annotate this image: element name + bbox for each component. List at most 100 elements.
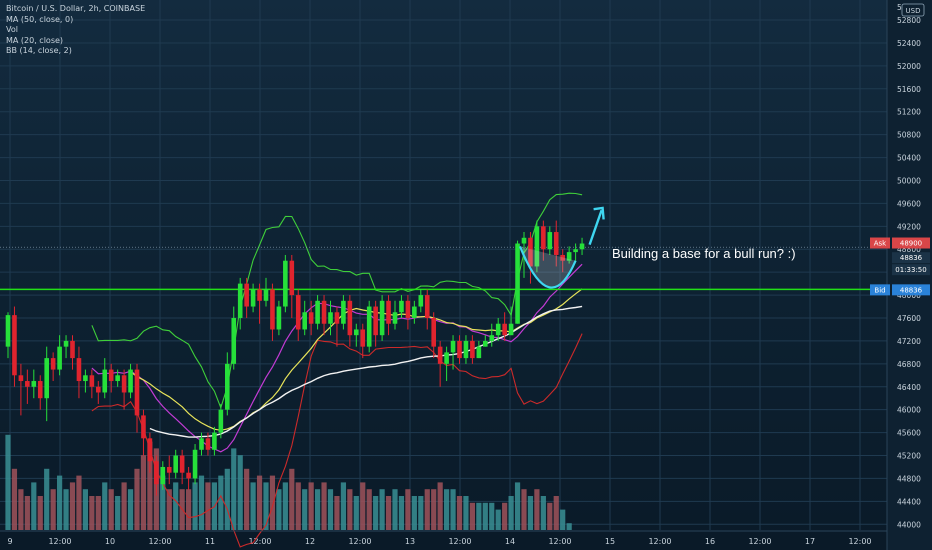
volume-bar [237, 455, 243, 530]
volume-bar [289, 468, 295, 530]
candle-body [424, 295, 430, 318]
last-price-box [892, 252, 930, 264]
candle-body [334, 312, 340, 324]
candle-body [25, 381, 30, 387]
candle-body [308, 312, 314, 324]
indicator-ma50[interactable]: MA (50, close, 0) [6, 14, 74, 24]
volume-bar [315, 489, 321, 530]
candle-body [231, 318, 237, 364]
y-tick-label: 44400 [897, 497, 921, 506]
arrow-shaft [588, 209, 603, 246]
volume-bar [566, 523, 572, 530]
candle-body [354, 329, 359, 336]
volume-bar [398, 496, 405, 530]
volume-bar [373, 496, 379, 530]
volume-bar [186, 489, 192, 530]
x-tick-label: 11 [205, 537, 215, 546]
candle-body [328, 312, 333, 324]
indicator-vol[interactable]: Vol [6, 25, 18, 34]
candle-body [489, 335, 495, 341]
candle-body [379, 300, 385, 336]
candle-body [12, 315, 17, 376]
x-tick-label: 10 [105, 537, 115, 546]
x-tick-label: 12 [305, 537, 315, 546]
x-tick-label: 12:00 [648, 537, 671, 546]
candle-body [283, 260, 288, 307]
candle-body [470, 340, 475, 359]
candle-body [418, 295, 424, 307]
volume-bar [89, 496, 95, 530]
x-tick-label: 12:00 [48, 537, 71, 546]
candle-body [115, 375, 120, 382]
volume-bar [231, 448, 237, 530]
candle-body [18, 375, 24, 382]
volume-bar [321, 482, 327, 530]
volume-bar [31, 482, 37, 530]
volume-bar [205, 482, 211, 530]
y-tick-label: 45600 [897, 429, 921, 438]
y-tick-label: 50800 [897, 131, 921, 140]
volume-bar [115, 496, 121, 530]
volume-bar [140, 455, 147, 530]
volume-bar [360, 482, 366, 530]
volume-bar [508, 496, 514, 530]
candle-body [173, 455, 178, 473]
candle-body [289, 260, 295, 296]
indicator-ma20[interactable]: MA (20, close) [6, 35, 64, 45]
volume-bar [69, 482, 76, 530]
volume-bar [379, 489, 385, 530]
volume-bar [263, 482, 269, 530]
volume-bar [276, 489, 282, 530]
candle-body [341, 300, 346, 324]
candle-body [257, 289, 262, 301]
volume-bar [173, 482, 179, 530]
y-tick-label: 49200 [897, 222, 921, 231]
y-tick-label: 44800 [897, 474, 921, 483]
currency-label: USD [906, 7, 921, 15]
candle-body [495, 323, 501, 336]
volume-bar [431, 489, 437, 530]
volume-bar [444, 489, 450, 530]
volume-bar [5, 434, 11, 530]
volume-bar [269, 475, 276, 530]
volume-bar [147, 441, 153, 530]
candle-body [166, 466, 172, 473]
bid-price: 48836 [900, 286, 923, 294]
candle-body [553, 232, 559, 255]
y-tick-label: 45200 [897, 452, 921, 461]
volume-bar [347, 489, 353, 530]
x-tick-label: 14 [505, 537, 515, 546]
candle-body [463, 340, 469, 359]
base-curve [518, 245, 577, 289]
indicator-bb[interactable]: BB (14, close, 2) [6, 46, 72, 55]
y-tick-label: 46000 [897, 406, 921, 415]
candle-body [128, 369, 133, 393]
volume-bar [521, 489, 527, 530]
volume-bar [44, 468, 50, 530]
candle-body [270, 289, 275, 330]
volume-bar [327, 489, 334, 530]
bid-label: Bid [874, 286, 885, 294]
candle-body [392, 312, 398, 324]
volume-bar [437, 482, 443, 530]
volume-bar [50, 489, 56, 530]
candle-body [179, 455, 185, 473]
volume-bar [218, 475, 224, 530]
y-tick-label: 51600 [897, 85, 921, 94]
candle-body [437, 346, 443, 364]
volume-bar [37, 496, 43, 530]
candle-body [37, 381, 43, 399]
volume-bar [76, 475, 82, 530]
candle-body [147, 438, 153, 462]
candle-body [483, 340, 488, 347]
volume-bar [366, 489, 372, 530]
volume-bar [24, 496, 30, 530]
volume-bar [95, 496, 101, 530]
volume-bar [495, 509, 501, 530]
candle-body [57, 346, 62, 370]
y-tick-label-top: 5 [897, 3, 902, 12]
volume-bar [463, 496, 469, 530]
candle-body [263, 289, 269, 301]
